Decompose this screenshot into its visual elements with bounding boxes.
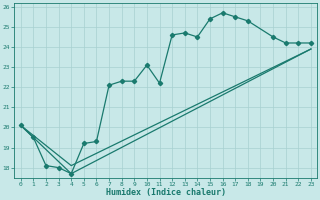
X-axis label: Humidex (Indice chaleur): Humidex (Indice chaleur) bbox=[106, 188, 226, 197]
